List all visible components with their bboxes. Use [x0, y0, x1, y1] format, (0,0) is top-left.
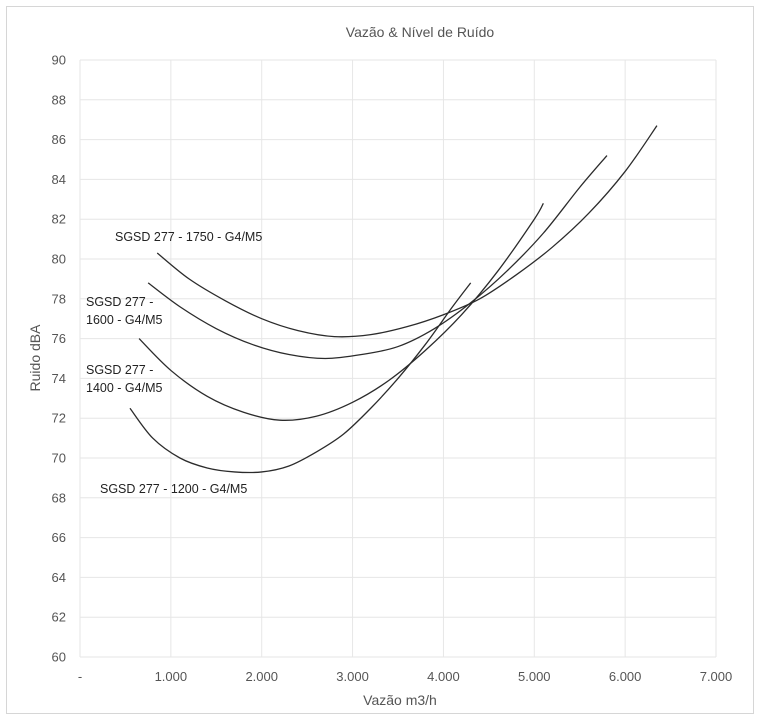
y-tick-label: 68	[52, 490, 66, 505]
y-tick-label: 66	[52, 530, 66, 545]
y-tick-label: 60	[52, 650, 66, 665]
y-tick-label: 86	[52, 132, 66, 147]
x-tick-label: 3.000	[336, 669, 369, 684]
y-tick-label: 62	[52, 610, 66, 625]
series-line-2	[148, 156, 607, 359]
y-tick-label: 74	[52, 371, 66, 386]
x-tick-label: -	[78, 669, 82, 684]
series-label-3: SGSD 277 -	[86, 363, 153, 377]
tick-labels: 60 62 64 66 68 70 72 74 76 78 80 82 84 86 88 90 - 1.000 2.…	[52, 53, 733, 685]
x-tick-label: 1.000	[155, 669, 188, 684]
x-tick-label: 7.000	[700, 669, 733, 684]
series-label-2: 1600 - G4/M5	[86, 313, 162, 327]
y-tick-label: 76	[52, 331, 66, 346]
series-line-4	[130, 283, 471, 473]
y-tick-label: 64	[52, 570, 66, 585]
y-tick-label: 88	[52, 92, 66, 107]
series-label-1: SGSD 277 - 1750 - G4/M5	[115, 230, 262, 244]
y-tick-label: 84	[52, 172, 66, 187]
grid-lines	[80, 60, 716, 657]
y-tick-label: 72	[52, 411, 66, 426]
x-tick-label: 4.000	[427, 669, 460, 684]
chart-title: Vazão & Nível de Ruído	[346, 24, 495, 40]
x-axis-label: Vazão m3/h	[363, 692, 437, 708]
series-label-4: SGSD 277 - 1200 - G4/M5	[100, 482, 247, 496]
series-label-2: SGSD 277 -	[86, 295, 153, 309]
y-axis-label: Ruido dBA	[27, 324, 43, 392]
series-label-3: 1400 - G4/M5	[86, 381, 162, 395]
y-tick-label: 80	[52, 252, 66, 267]
series-labels: SGSD 277 - 1750 - G4/M5 SGSD 277 - 1600 - …	[86, 230, 262, 496]
x-tick-label: 5.000	[518, 669, 551, 684]
y-tick-label: 78	[52, 291, 66, 306]
y-tick-label: 70	[52, 451, 66, 466]
y-tick-label: 82	[52, 212, 66, 227]
x-tick-label: 2.000	[245, 669, 278, 684]
x-tick-label: 6.000	[609, 669, 642, 684]
y-tick-label: 90	[52, 53, 66, 68]
